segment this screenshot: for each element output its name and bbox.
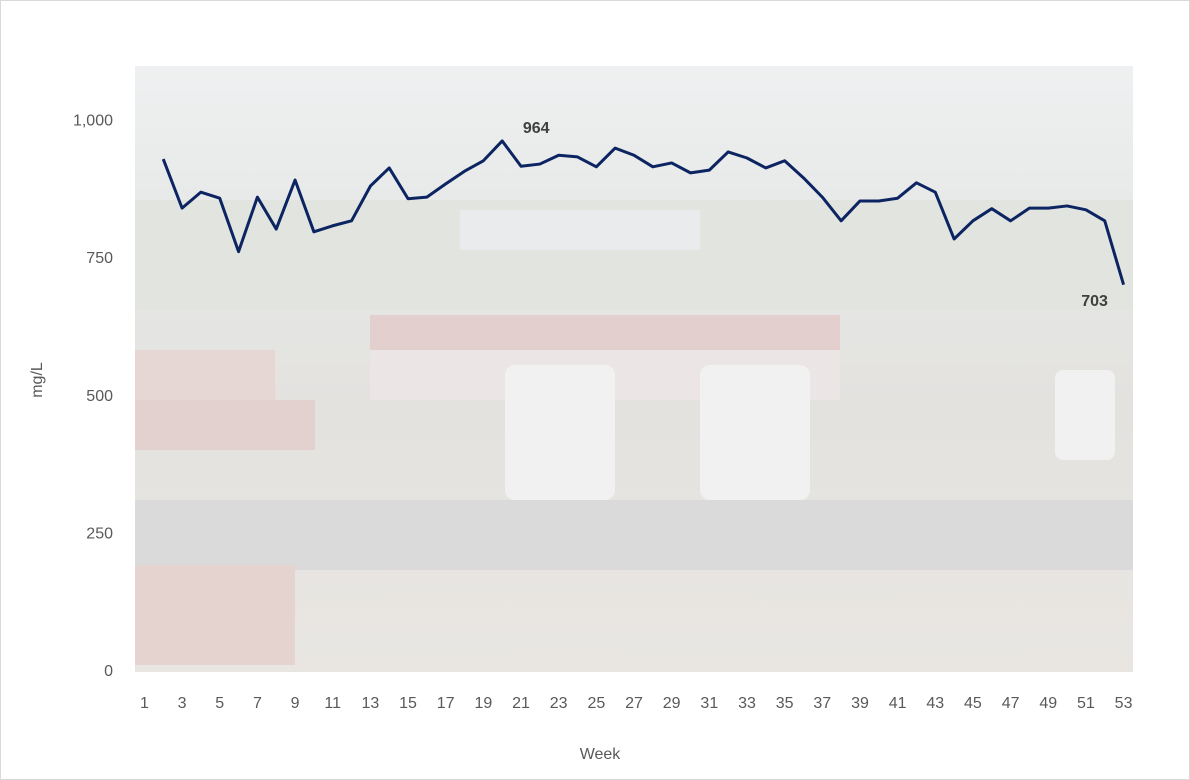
- x-tick-label: 35: [776, 695, 794, 712]
- x-tick-label: 31: [700, 695, 718, 712]
- data-label: 703: [1081, 293, 1108, 310]
- x-tick-label: 39: [851, 695, 869, 712]
- x-tick-label: 17: [437, 695, 455, 712]
- x-axis-title: Week: [580, 746, 622, 763]
- x-tick-label: 21: [512, 695, 530, 712]
- x-tick-label: 7: [253, 695, 262, 712]
- x-tick-label: 1: [140, 695, 149, 712]
- y-axis-title: mg/L: [29, 362, 46, 398]
- x-tick-label: 43: [926, 695, 944, 712]
- y-tick-label: 250: [86, 525, 113, 542]
- x-tick-label: 49: [1039, 695, 1057, 712]
- y-tick-label: 0: [104, 663, 113, 680]
- x-tick-label: 15: [399, 695, 417, 712]
- x-tick-label: 19: [474, 695, 492, 712]
- x-tick-label: 45: [964, 695, 982, 712]
- x-tick-label: 11: [324, 695, 341, 712]
- x-tick-label: 51: [1077, 695, 1095, 712]
- x-tick-label: 23: [550, 695, 568, 712]
- x-tick-label: 9: [291, 695, 300, 712]
- x-tick-label: 53: [1115, 695, 1133, 712]
- data-label: 964: [523, 120, 550, 137]
- y-tick-label: 500: [86, 388, 113, 405]
- x-tick-label: 13: [361, 695, 379, 712]
- chart: Week mg/L 02505007501,000135791113151719…: [0, 0, 1190, 780]
- x-tick-label: 27: [625, 695, 643, 712]
- x-tick-label: 25: [587, 695, 605, 712]
- x-tick-label: 41: [889, 695, 907, 712]
- x-tick-label: 47: [1002, 695, 1020, 712]
- y-tick-label: 750: [86, 250, 113, 267]
- x-tick-label: 33: [738, 695, 756, 712]
- x-tick-label: 5: [215, 695, 224, 712]
- y-tick-label: 1,000: [73, 112, 113, 129]
- x-tick-label: 29: [663, 695, 681, 712]
- x-tick-label: 37: [813, 695, 831, 712]
- x-tick-label: 3: [178, 695, 187, 712]
